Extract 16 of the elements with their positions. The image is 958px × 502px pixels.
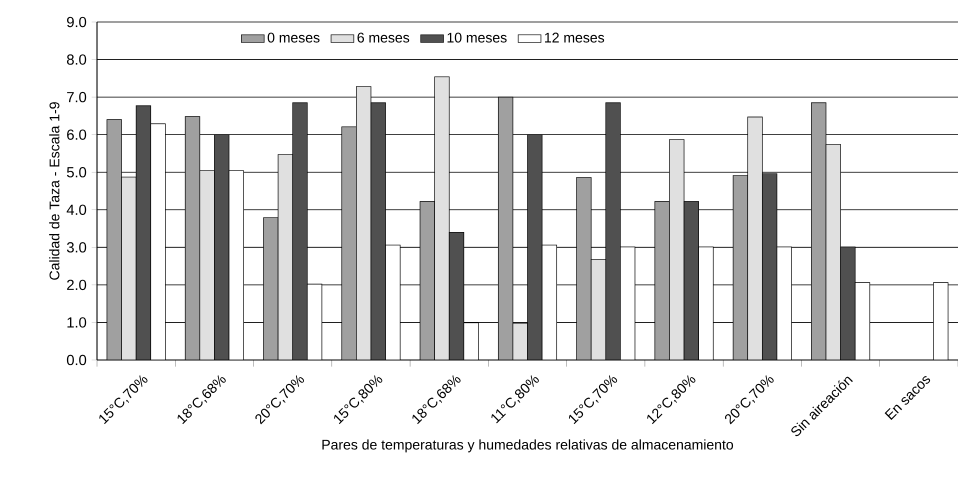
x-axis-title: Pares de temperaturas y humedades relativas de almacenamiento: [322, 439, 734, 452]
legend-label: 0 meses: [268, 32, 320, 43]
y-tick-label: 0.0: [66, 354, 86, 366]
y-tick-label: 7.0: [67, 92, 86, 102]
y-tick-label: 5.0: [66, 167, 86, 178]
y-tick-label: 3.0: [66, 242, 86, 253]
y-tick-label: 4.0: [66, 204, 86, 215]
y-tick-label: 1.0: [67, 317, 86, 328]
y-axis-title: Calidad de Taza - Escala 1-9: [49, 102, 60, 280]
legend-label: 10 meses: [448, 32, 507, 43]
y-tick-label: 6.0: [67, 129, 86, 140]
legend-label: 12 meses: [545, 32, 604, 43]
y-tick-label: 9.0: [67, 16, 86, 28]
y-tick-label: 8.0: [66, 54, 86, 65]
legend-label: 6 meses: [358, 32, 410, 43]
y-tick-label: 2.0: [67, 280, 86, 290]
